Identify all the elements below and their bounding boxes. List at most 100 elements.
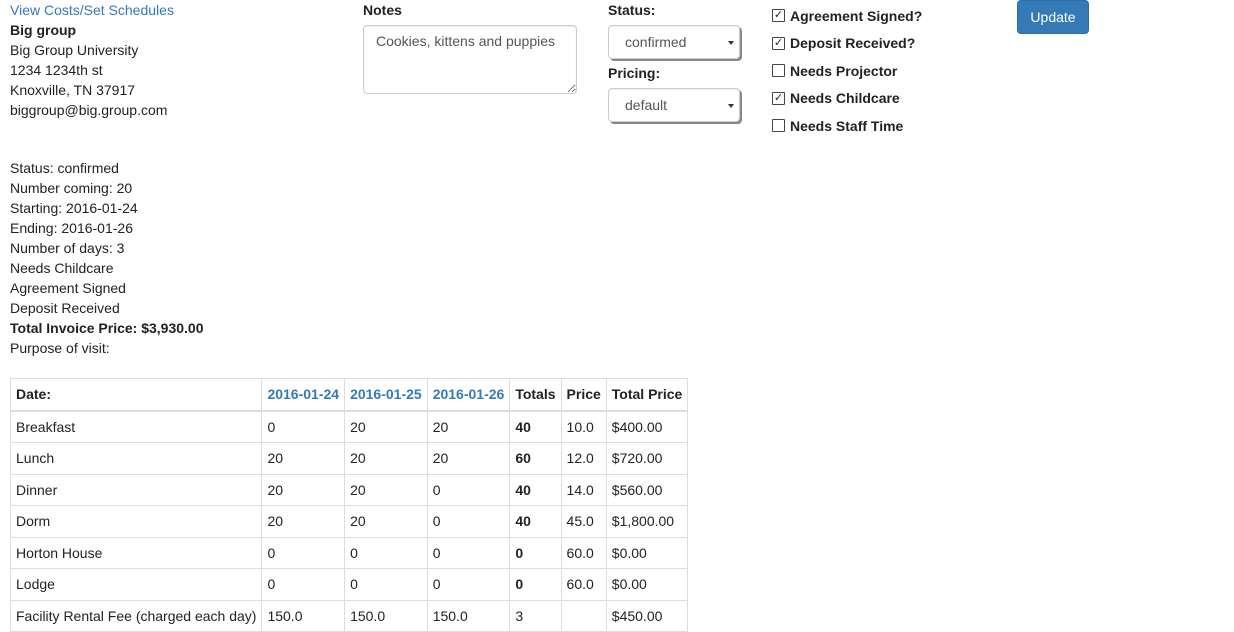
row-price: 60.0 — [560, 568, 607, 601]
summary-deposit-received: Deposit Received — [10, 300, 120, 316]
status-select[interactable]: confirmed — [608, 25, 740, 59]
table-row: Dinner 20 20 0 40 14.0 $560.00 — [9, 473, 689, 506]
row-day-1: 20 — [261, 442, 346, 475]
table-header-row: Date: 2016-01-24 2016-01-25 2016-01-26 T… — [9, 378, 689, 412]
summary-agreement-signed: Agreement Signed — [10, 280, 126, 296]
checkbox-deposit-received[interactable]: ✓ — [772, 36, 785, 50]
checkbox-needs-projector[interactable] — [772, 64, 785, 78]
table-row: Lodge 0 0 0 0 60.0 $0.00 — [9, 568, 689, 601]
group-info: View Costs/Set Schedules Big group Big G… — [10, 0, 174, 120]
visit-summary: Status: confirmed Number coming: 20 Star… — [10, 158, 204, 358]
day-2-link[interactable]: 2016-01-25 — [350, 386, 422, 403]
checkbox-row-needs-childcare[interactable]: ✓ Needs Childcare — [772, 85, 922, 113]
row-name: Lunch — [9, 442, 263, 475]
row-day-2: 20 — [344, 505, 428, 538]
header-totals: Totals — [509, 378, 562, 412]
row-day-3: 20 — [426, 442, 511, 475]
view-costs-link[interactable]: View Costs/Set Schedules — [10, 2, 174, 18]
row-total-price: $0.00 — [605, 568, 689, 601]
checkbox-label: Needs Childcare — [790, 90, 900, 107]
status-label: Status: — [608, 2, 656, 18]
caret-down-icon — [728, 41, 734, 45]
row-total-price: $720.00 — [605, 442, 689, 475]
row-day-1: 0 — [261, 410, 346, 443]
row-totals: 40 — [509, 410, 562, 443]
row-totals: 40 — [509, 473, 562, 506]
row-total-price: $560.00 — [605, 473, 689, 506]
summary-number-coming: Number coming: 20 — [10, 180, 133, 196]
row-day-2: 0 — [344, 568, 428, 601]
update-button[interactable]: Update — [1017, 0, 1089, 34]
group-email: biggroup@big.group.com — [10, 102, 168, 118]
header-price: Price — [560, 378, 607, 412]
group-organization: Big Group University — [10, 42, 139, 58]
table-row: Facility Rental Fee (charged each day) 1… — [9, 599, 689, 632]
row-day-1: 0 — [261, 536, 346, 569]
row-day-2: 20 — [344, 442, 428, 475]
row-name: Dinner — [9, 473, 263, 506]
day-1-link[interactable]: 2016-01-24 — [267, 386, 340, 403]
row-price: 14.0 — [560, 473, 607, 506]
row-name: Lodge — [9, 568, 263, 601]
summary-total-invoice: Total Invoice Price: $3,930.00 — [10, 320, 204, 336]
row-name: Facility Rental Fee (charged each day) — [9, 599, 263, 632]
row-price: 60.0 — [560, 536, 607, 569]
row-day-2: 0 — [344, 536, 428, 569]
header-day-2: 2016-01-25 — [344, 378, 428, 412]
checkbox-agreement-signed[interactable]: ✓ — [772, 9, 785, 23]
row-name: Breakfast — [9, 410, 263, 443]
day-3-link[interactable]: 2016-01-26 — [432, 386, 505, 403]
row-name: Dorm — [9, 505, 263, 538]
row-totals: 60 — [509, 442, 562, 475]
notes-textarea[interactable]: Cookies, kittens and puppies — [363, 25, 577, 94]
row-totals: 0 — [509, 536, 562, 569]
checkbox-row-deposit-received[interactable]: ✓ Deposit Received? — [772, 30, 922, 58]
group-address: 1234 1234th st — [10, 62, 103, 78]
caret-down-icon — [728, 104, 734, 108]
row-total-price: $400.00 — [605, 410, 689, 443]
group-name: Big group — [10, 22, 77, 38]
row-name: Horton House — [9, 536, 263, 569]
row-day-3: 0 — [426, 505, 511, 538]
checkbox-row-needs-staff-time[interactable]: Needs Staff Time — [772, 112, 922, 140]
header-date: Date: — [9, 378, 263, 412]
row-total-price: $450.00 — [605, 599, 689, 632]
checkbox-needs-staff-time[interactable] — [772, 119, 785, 133]
table-row: Dorm 20 20 0 40 45.0 $1,800.00 — [9, 505, 689, 538]
summary-purpose: Purpose of visit: — [10, 340, 110, 356]
row-day-3: 0 — [426, 473, 511, 506]
summary-number-of-days: Number of days: 3 — [10, 240, 125, 256]
row-day-2: 20 — [344, 473, 428, 506]
row-total-price: $1,800.00 — [605, 505, 689, 538]
checkbox-label: Needs Projector — [790, 62, 898, 79]
checkbox-label: Needs Staff Time — [790, 117, 904, 134]
row-day-3: 20 — [426, 410, 511, 443]
row-total-price: $0.00 — [605, 536, 689, 569]
header-day-1: 2016-01-24 — [261, 378, 346, 412]
checkbox-row-agreement-signed[interactable]: ✓ Agreement Signed? — [772, 2, 922, 30]
summary-ending: Ending: 2016-01-26 — [10, 220, 133, 236]
checkbox-list: ✓ Agreement Signed? ✓ Deposit Received? … — [772, 2, 922, 140]
row-day-2: 20 — [344, 410, 428, 443]
row-totals: 40 — [509, 505, 562, 538]
checkbox-needs-childcare[interactable]: ✓ — [772, 91, 785, 105]
row-day-2: 150.0 — [344, 599, 428, 632]
row-day-3: 0 — [426, 568, 511, 601]
pricing-select[interactable]: default — [608, 88, 740, 122]
row-day-1: 150.0 — [261, 599, 346, 632]
costs-table: Date: 2016-01-24 2016-01-25 2016-01-26 T… — [9, 378, 689, 632]
row-day-1: 20 — [261, 473, 346, 506]
pricing-label: Pricing: — [608, 65, 661, 81]
summary-starting: Starting: 2016-01-24 — [10, 200, 138, 216]
row-totals: 3 — [509, 599, 562, 632]
summary-status: Status: confirmed — [10, 160, 119, 176]
table-row: Lunch 20 20 20 60 12.0 $720.00 — [9, 442, 689, 475]
row-day-3: 150.0 — [426, 599, 511, 632]
row-price: 10.0 — [560, 410, 607, 443]
checkbox-label: Deposit Received? — [790, 35, 916, 52]
row-day-1: 20 — [261, 505, 346, 538]
header-day-3: 2016-01-26 — [426, 378, 511, 412]
status-pricing-section: Status: confirmed Pricing: default — [608, 0, 740, 126]
row-price — [560, 599, 607, 632]
checkbox-row-needs-projector[interactable]: Needs Projector — [772, 57, 922, 85]
